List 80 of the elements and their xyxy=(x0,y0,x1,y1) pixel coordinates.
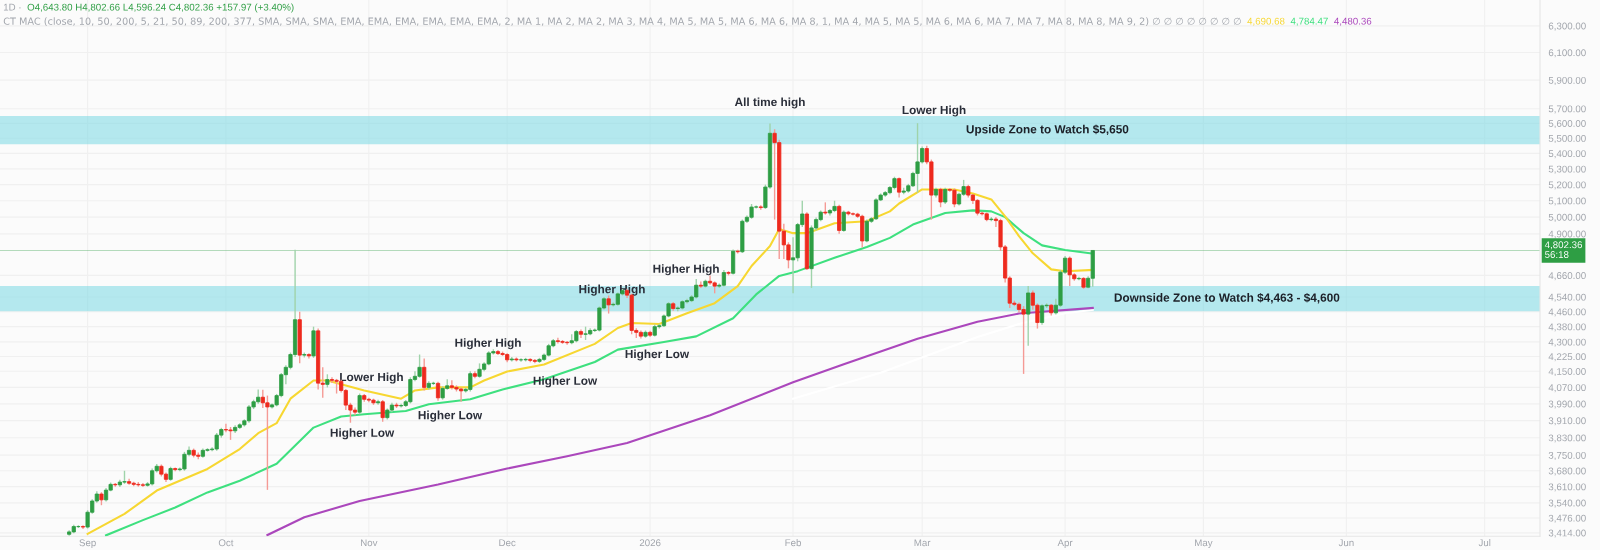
candlestick xyxy=(841,209,846,233)
candlestick xyxy=(938,187,943,208)
candlestick xyxy=(265,394,270,491)
y-tick-label: 5,900.00 xyxy=(1548,76,1586,85)
line-series xyxy=(266,306,1094,537)
line-series xyxy=(792,308,1094,400)
y-tick-label: 4,225.00 xyxy=(1548,353,1586,362)
y-tick-label: 4,300.00 xyxy=(1548,338,1586,347)
candlestick xyxy=(915,122,920,194)
annotation: Higher High xyxy=(653,264,719,276)
annotation: 1D · xyxy=(3,3,21,11)
y-tick-label: 6,100.00 xyxy=(1548,49,1586,58)
annotation: CT MAC (close, 10, 50, 200, 5, 21, 50, 89, 200, 377, SMA, SMA, SMA, EMA, EMA, EMA, EMA, EMA, EMA, 2, MA 1, MA 2, MA 2, MA 3, MA 4, MA 5, MA 5, MA 6, MA 6, MA 8, 1, MA 4, MA 5, MA 5, MA 6, MA 6, MA 7, MA 7, MA 8, MA 8, MA 9, 2) ∅ ∅ ∅ ∅ ∅ ∅ ∅ ∅ xyxy=(3,17,1241,26)
annotation: All time high xyxy=(734,97,805,109)
y-tick-label: 3,990.00 xyxy=(1548,400,1586,409)
x-tick-label: Apr xyxy=(1057,539,1073,549)
candlestick xyxy=(329,376,335,384)
candlestick xyxy=(223,423,229,434)
candlestick xyxy=(380,399,385,423)
annotation: Higher Low xyxy=(418,410,483,422)
x-tick-label: Oct xyxy=(218,539,234,547)
x-tick-label: Nov xyxy=(361,539,378,547)
x-tick-label: Dec xyxy=(499,539,516,547)
candlestick xyxy=(1021,305,1026,375)
candlestick xyxy=(707,274,713,286)
y-tick-label: 5,100.00 xyxy=(1548,197,1586,206)
candlestick xyxy=(422,357,427,392)
annotation: 4,480.36 xyxy=(1334,17,1372,26)
annotation: Lower High xyxy=(340,372,403,384)
y-tick-label: 4,460.00 xyxy=(1548,308,1586,317)
y-tick-label: 5,200.00 xyxy=(1548,181,1586,190)
y-tick-label: 3,750.00 xyxy=(1548,451,1586,460)
x-tick-label: Jul xyxy=(1478,539,1491,547)
annotation: 4,784.47 xyxy=(1290,17,1328,26)
y-tick-label: 4,540.00 xyxy=(1548,293,1586,302)
candlestick xyxy=(357,392,362,415)
y-tick-label: 5,700.00 xyxy=(1548,105,1586,114)
y-tick-label: 5,300.00 xyxy=(1548,165,1586,174)
y-tick-label: 3,680.00 xyxy=(1548,467,1586,476)
x-tick-label: 2026 xyxy=(639,539,661,547)
candlestick xyxy=(417,353,422,379)
x-tick-label: Mar xyxy=(914,539,931,547)
annotation: Higher Low xyxy=(533,376,598,388)
annotation: Higher High xyxy=(455,338,521,350)
candlestick xyxy=(1026,285,1031,347)
annotation: Higher Low xyxy=(625,349,690,361)
x-tick-label: Jun xyxy=(1338,539,1354,547)
y-tick-label: 4,900.00 xyxy=(1548,230,1586,239)
candlestick xyxy=(952,187,957,208)
annotation: Higher Low xyxy=(330,428,395,440)
y-tick-label: 4,070.00 xyxy=(1548,384,1586,393)
y-tick-label: 3,540.00 xyxy=(1548,499,1586,508)
x-tick-label: May xyxy=(1195,539,1213,549)
annotation: 4,690.68 xyxy=(1247,17,1285,26)
x-tick-label: Feb xyxy=(785,539,802,547)
y-tick-label: 6,300.00 xyxy=(1548,22,1586,31)
candlestick xyxy=(1039,303,1045,326)
y-tick-label: 3,610.00 xyxy=(1548,483,1586,492)
y-tick-label: 3,830.00 xyxy=(1548,434,1586,443)
y-tick-label: 5,500.00 xyxy=(1548,134,1586,144)
y-tick-label: 3,910.00 xyxy=(1548,417,1586,426)
y-tick-label: 4,150.00 xyxy=(1548,368,1586,377)
y-tick-label: 4,660.00 xyxy=(1548,272,1586,281)
y-tick-label: 5,600.00 xyxy=(1548,120,1586,129)
y-tick-label: 5,000.00 xyxy=(1548,213,1586,222)
candlestick xyxy=(873,197,879,221)
y-tick-label: 3,414.00 xyxy=(1548,529,1586,538)
y-tick-label: 4,380.00 xyxy=(1548,323,1586,332)
y-tick-label: 5,400.00 xyxy=(1548,150,1586,159)
x-tick-label: Sep xyxy=(79,539,96,549)
ref-line-label: 4,802.36 56:18 xyxy=(1544,241,1583,258)
candlestick xyxy=(731,248,736,276)
band-label: Upside Zone to Watch $5,650 xyxy=(966,124,1129,136)
candlestick xyxy=(606,294,611,315)
annotation: Lower High xyxy=(902,105,966,117)
annotation: O4,643.80 H4,802.66 L4,596.24 C4,802.36 +157.97 (+3.40%) xyxy=(27,3,294,13)
annotation: Higher High xyxy=(579,284,645,296)
candlestick xyxy=(435,381,441,402)
band-label: Downside Zone to Watch $4,463 - $4,600 xyxy=(1114,292,1340,304)
y-tick-label: 3,476.00 xyxy=(1548,514,1586,523)
